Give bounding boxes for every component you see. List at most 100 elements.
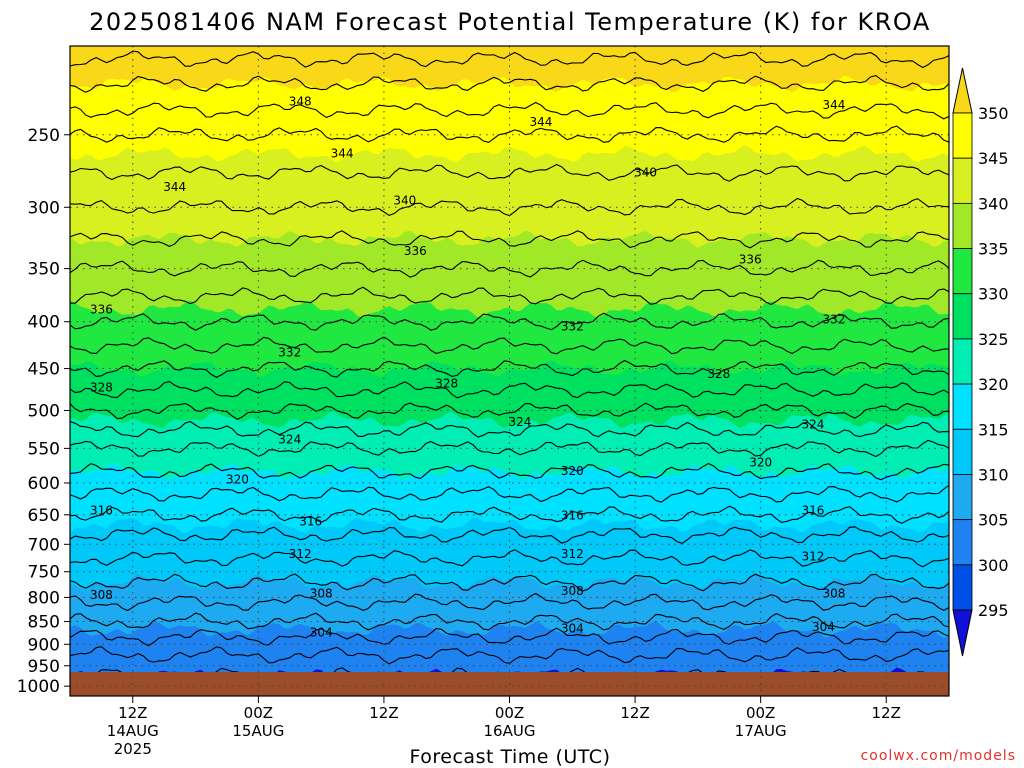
contour-label: 340 <box>634 166 657 180</box>
contour-324 <box>70 420 949 438</box>
contour-label: 324 <box>278 433 301 447</box>
y-tick-label: 450 <box>28 360 60 380</box>
colorbar-bottom-arrow <box>952 609 973 657</box>
contour-308 <box>70 592 949 612</box>
x-tick-label: 14AUG <box>107 722 159 740</box>
contour-label: 316 <box>90 504 113 518</box>
contour-label: 332 <box>278 345 301 359</box>
contour-332 <box>70 336 949 355</box>
colorbar-tick-label: 320 <box>978 375 1009 394</box>
contour-318 <box>70 484 949 503</box>
contour-label: 320 <box>749 456 772 470</box>
contour-304 <box>70 627 949 647</box>
contour-label: 332 <box>561 320 584 334</box>
y-tick-label: 250 <box>28 126 60 146</box>
contour-label: 328 <box>435 376 458 390</box>
colorbar-tick-label: 305 <box>978 511 1009 530</box>
colorbar-top-arrow <box>952 67 973 114</box>
contour-306 <box>70 612 949 631</box>
contour-label: 308 <box>90 588 113 602</box>
contour-label: 316 <box>561 508 584 522</box>
contour-350 <box>70 75 949 93</box>
x-tick-label: 12Z <box>369 704 398 722</box>
contour-322 <box>70 439 949 458</box>
contour-label: 312 <box>289 547 312 561</box>
y-tick-label: 500 <box>28 401 60 421</box>
colorbar-tick-label: 350 <box>978 104 1009 123</box>
colorbar-tick-label: 335 <box>978 240 1009 259</box>
contour-334 <box>70 312 949 331</box>
y-tick-label: 300 <box>28 198 60 218</box>
colorbar-segment <box>952 112 973 159</box>
y-tick-label: 400 <box>28 313 60 333</box>
colorbar-segment <box>952 383 973 430</box>
colorbar-tick-label: 295 <box>978 601 1009 620</box>
x-tick-label: 2025 <box>114 740 152 758</box>
colorbar-segment <box>952 474 973 521</box>
contour-label: 324 <box>509 415 532 429</box>
contour-label: 304 <box>561 621 584 635</box>
grid-lines <box>70 46 949 696</box>
colorbar-tick-label: 300 <box>978 556 1009 575</box>
contour-label: 308 <box>822 586 845 600</box>
contour-330 <box>70 359 949 379</box>
contour-label: 348 <box>289 95 312 109</box>
x-tick-label: 12Z <box>118 704 147 722</box>
contour-344 <box>70 163 949 182</box>
y-tick-label: 900 <box>28 635 60 655</box>
x-tick-label: 00Z <box>746 704 775 722</box>
y-tick-label: 800 <box>28 588 60 608</box>
contour-label: 336 <box>90 303 113 317</box>
contour-label: 304 <box>310 626 333 640</box>
contour-label: 316 <box>299 515 322 529</box>
contour-338 <box>70 259 949 278</box>
colorbar-segment <box>952 293 973 340</box>
contour-label: 304 <box>812 620 835 634</box>
contour-label: 344 <box>163 180 186 194</box>
contour-label: 312 <box>561 547 584 561</box>
x-tick-label: 12Z <box>872 704 901 722</box>
x-tick-label: 17AUG <box>735 722 787 740</box>
contour-labels: 348 344 344 344 344 340 340 336 336 336 332 332 332 3… <box>90 95 845 640</box>
y-tick-label: 950 <box>28 657 60 677</box>
contour-320 <box>70 462 949 481</box>
contour-label: 336 <box>739 252 762 266</box>
colorbar-tick-label: 315 <box>978 420 1009 439</box>
credit-text: coolwx.com/models <box>861 748 1016 764</box>
potential-temperature-fill <box>70 46 949 696</box>
y-tick-label: 1000 <box>17 677 60 697</box>
y-tick-label: 650 <box>28 506 60 526</box>
x-tick-label: 16AUG <box>484 722 536 740</box>
colorbar-segment <box>952 202 973 249</box>
colorbar-tick-label: 325 <box>978 330 1009 349</box>
colorbar-segment <box>952 248 973 295</box>
contour-312 <box>70 549 949 568</box>
colorbar-segment <box>952 564 973 611</box>
x-tick-label: 12Z <box>620 704 649 722</box>
y-tick-label: 550 <box>28 439 60 459</box>
contour-label: 344 <box>822 98 845 112</box>
isentrope-contours <box>70 50 949 686</box>
colorbar-tick-label: 330 <box>978 285 1009 304</box>
contour-label: 336 <box>404 244 427 258</box>
contour-label: 316 <box>802 504 825 518</box>
colorbar-segment <box>952 157 973 204</box>
colorbar-tick-label: 340 <box>978 194 1009 213</box>
y-tick-label: 850 <box>28 613 60 633</box>
colorbar-segment <box>952 428 973 475</box>
y-tick-label: 600 <box>28 474 60 494</box>
colorbar-segment <box>952 519 973 566</box>
y-tick-label: 350 <box>28 260 60 280</box>
x-axis-label: Forecast Time (UTC) <box>410 746 611 768</box>
chart-title: 2025081406 NAM Forecast Potential Temper… <box>89 8 931 36</box>
contour-label: 328 <box>707 367 730 381</box>
contour-label: 344 <box>529 115 552 129</box>
contour-326 <box>70 402 949 420</box>
colorbar-segment <box>952 338 973 385</box>
pressure-axis: 2503003504004505005506006507007508008509… <box>17 126 70 697</box>
contour-label: 340 <box>393 194 416 208</box>
contour-label: 332 <box>822 313 845 327</box>
y-tick-label: 700 <box>28 535 60 555</box>
